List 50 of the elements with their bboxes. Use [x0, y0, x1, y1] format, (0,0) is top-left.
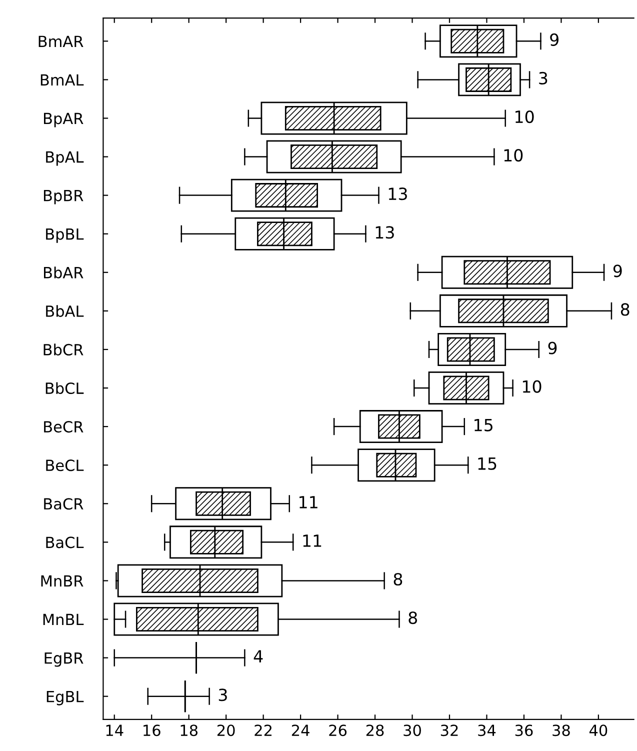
y-tick-label: BpAL — [46, 151, 84, 166]
y-tick-label: BbCR — [44, 344, 84, 356]
annotation: 15 — [478, 458, 496, 470]
annotation: 9 — [613, 264, 622, 278]
x-tick-label: 36 — [515, 724, 533, 736]
annotation: 4 — [254, 650, 263, 662]
annotation: 10 — [522, 380, 542, 393]
annotation: 8 — [620, 303, 630, 316]
x-tick-label: 18 — [180, 724, 198, 736]
y-tick-label: EgBR — [44, 652, 84, 667]
x-tick-label: 14 — [106, 724, 124, 736]
y-tick-label: BmAL — [40, 74, 84, 86]
annotation: 3 — [218, 688, 227, 702]
annotation: 15 — [474, 419, 492, 432]
x-tick-label: 20 — [217, 724, 235, 736]
annotation: 9 — [550, 33, 558, 46]
y-tick-label: BeCL — [46, 460, 84, 472]
x-tick-label: 16 — [144, 724, 160, 736]
y-tick-label: BmAR — [38, 36, 84, 47]
y-tick-label: BbAR — [44, 266, 84, 278]
y-tick-label: BaCL — [46, 536, 84, 548]
y-tick-label: EgBL — [46, 691, 84, 706]
y-tick-label: BeCR — [44, 421, 84, 433]
y-tick-label: MnBR — [41, 575, 84, 587]
x-tick-label: 40 — [589, 724, 608, 736]
x-tick-label: 28 — [366, 724, 384, 736]
annotation: 8 — [394, 572, 402, 586]
annotation: 8 — [408, 611, 418, 624]
y-tick-label: BpBL — [46, 228, 84, 243]
y-tick-label: MnBL — [43, 614, 84, 626]
y-tick-label: BpAR — [44, 112, 84, 128]
x-tick-label: 22 — [254, 724, 272, 736]
x-tick-label: 32 — [440, 724, 458, 736]
annotation: 11 — [300, 496, 318, 508]
annotation: 13 — [388, 188, 407, 200]
x-tick-label: 38 — [552, 724, 570, 736]
y-tick-label: BbCL — [46, 382, 84, 394]
annotation: 13 — [376, 226, 394, 239]
y-tick-label: BpBR — [44, 190, 84, 204]
annotation: 10 — [504, 149, 523, 162]
annotation: 11 — [303, 534, 322, 547]
annotation: 9 — [548, 342, 557, 354]
x-tick-label: 26 — [329, 724, 347, 736]
x-tick-label: 30 — [404, 724, 421, 736]
y-tick-label: BbAL — [46, 305, 84, 317]
x-tick-label: 24 — [292, 724, 310, 736]
x-tick-label: 34 — [478, 724, 496, 736]
annotation: 10 — [516, 110, 534, 124]
annotation: 3 — [539, 72, 548, 85]
y-tick-label: BaCR — [44, 498, 84, 510]
